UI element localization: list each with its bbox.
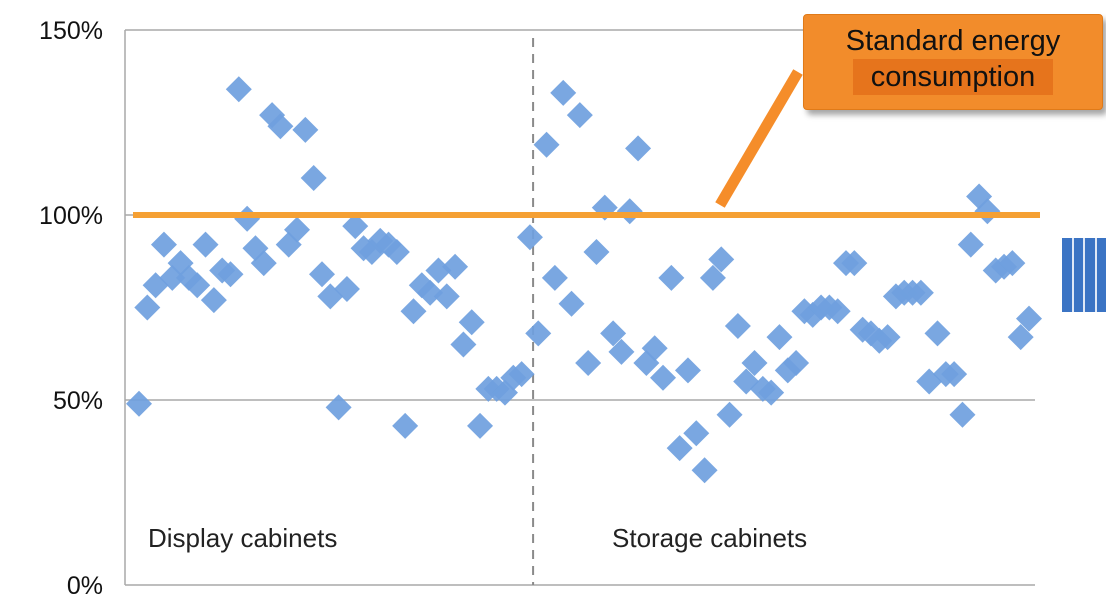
data-point — [666, 435, 693, 462]
data-point — [766, 324, 793, 351]
data-point — [458, 309, 485, 336]
data-point — [308, 261, 335, 288]
data-point — [225, 76, 252, 103]
data-point — [949, 401, 976, 428]
data-point — [383, 239, 410, 265]
data-point — [691, 457, 718, 484]
data-point — [683, 420, 710, 447]
data-point — [575, 350, 602, 376]
data-point — [200, 287, 227, 314]
data-point — [616, 198, 643, 225]
data-point — [758, 379, 785, 406]
data-point — [442, 253, 469, 280]
data-point — [467, 412, 494, 439]
legend-bars-fragment — [1062, 238, 1106, 312]
data-point — [625, 135, 652, 162]
data-point — [558, 290, 585, 317]
annotation-line-2: consumption — [852, 59, 1054, 95]
callout-pointer — [715, 69, 803, 208]
data-point — [924, 320, 951, 347]
data-point — [724, 313, 751, 339]
data-point — [783, 350, 810, 376]
data-point — [292, 116, 319, 143]
data-point — [650, 364, 677, 391]
data-point — [234, 205, 261, 232]
data-point — [134, 294, 161, 321]
data-point — [300, 165, 327, 191]
data-point — [699, 264, 726, 291]
data-point — [600, 320, 627, 347]
annotation-line-1: Standard energy — [845, 25, 1061, 57]
data-point — [250, 250, 277, 277]
data-point — [259, 102, 286, 129]
data-point — [516, 224, 543, 251]
data-point — [941, 361, 968, 388]
region-label-storage: Storage cabinets — [612, 523, 807, 553]
y-tick-label: 150% — [39, 17, 103, 45]
data-point — [741, 350, 768, 376]
data-point — [907, 279, 934, 306]
data-point — [716, 401, 743, 428]
data-point — [708, 246, 735, 273]
data-point — [508, 361, 535, 388]
data-point — [841, 250, 868, 277]
data-point — [658, 264, 685, 291]
data-point — [874, 324, 901, 351]
data-point — [525, 320, 552, 347]
data-point — [192, 231, 219, 258]
data-point — [550, 79, 577, 106]
data-point — [184, 272, 211, 299]
data-point — [1007, 324, 1034, 351]
data-point — [583, 239, 610, 265]
data-point — [999, 250, 1026, 277]
data-point — [284, 216, 311, 243]
data-point — [566, 102, 593, 129]
data-point — [608, 338, 635, 365]
data-point — [126, 390, 152, 417]
data-point — [450, 331, 477, 358]
y-tick-label: 0% — [67, 572, 103, 600]
y-tick-label: 100% — [39, 202, 103, 230]
data-point — [533, 131, 560, 158]
data-point — [641, 335, 668, 362]
data-point — [217, 261, 244, 288]
data-point — [400, 298, 427, 325]
annotation-callout: Standard energy consumption — [803, 14, 1103, 110]
data-point — [333, 276, 360, 302]
data-point — [824, 298, 851, 325]
data-point — [541, 264, 568, 291]
y-tick-label: 50% — [53, 387, 103, 415]
data-point — [150, 231, 177, 258]
data-point — [342, 213, 369, 240]
data-point — [433, 283, 460, 310]
data-point — [957, 231, 984, 258]
data-point — [325, 394, 352, 421]
data-point — [267, 113, 294, 140]
region-label-display: Display cabinets — [148, 523, 337, 553]
data-point — [1016, 305, 1042, 332]
data-point — [674, 357, 701, 384]
data-point — [392, 412, 419, 439]
